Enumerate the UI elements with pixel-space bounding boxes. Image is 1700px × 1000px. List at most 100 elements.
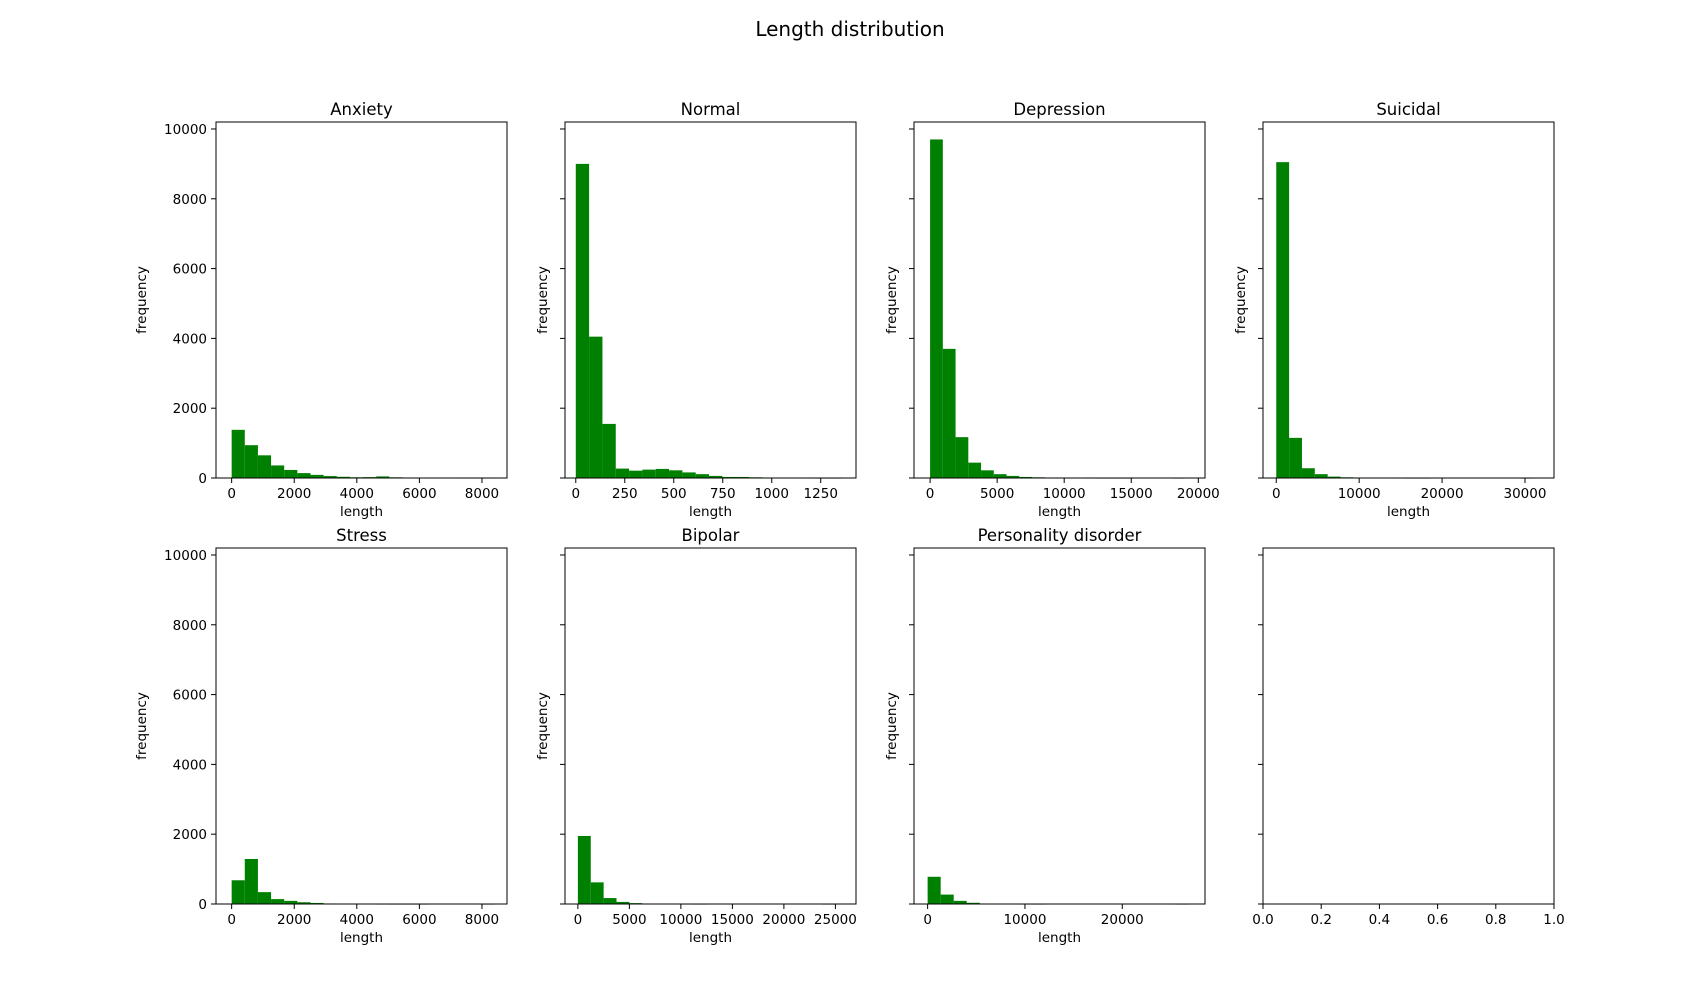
histogram-bar <box>244 858 258 904</box>
histogram-bar <box>735 476 750 478</box>
x-tick-label: 0.0 <box>1252 912 1273 928</box>
histogram-bar <box>930 139 943 478</box>
histogram-bar <box>257 455 272 478</box>
x-tick-label: 5000 <box>980 486 1014 502</box>
histogram-bar <box>993 474 1007 478</box>
panel-title: Stress <box>336 526 387 545</box>
histogram-bar <box>589 336 603 478</box>
panel-title: Personality disorder <box>978 526 1142 545</box>
histogram-bar <box>709 475 723 478</box>
y-axis-label: frequency <box>884 692 900 760</box>
y-tick-label: 2000 <box>173 401 207 417</box>
y-tick-label: 10000 <box>164 122 207 138</box>
x-tick-label: 4000 <box>340 912 374 928</box>
histogram-bar <box>695 474 710 478</box>
histogram-bar <box>284 469 298 478</box>
x-tick-label: 0 <box>227 912 236 928</box>
x-tick-label: 10000 <box>659 912 702 928</box>
histogram-bar <box>310 474 324 478</box>
histogram-bar <box>682 472 696 478</box>
y-tick-label: 4000 <box>173 331 207 347</box>
x-tick-label: 6000 <box>402 486 436 502</box>
y-axis-label: frequency <box>134 692 150 760</box>
axes-frame <box>215 547 508 905</box>
histogram-bar <box>629 470 643 478</box>
x-axis-label: length <box>1387 504 1430 520</box>
y-tick-label: 6000 <box>173 688 207 704</box>
y-axis-label: frequency <box>134 266 150 334</box>
histogram-bar <box>297 473 311 478</box>
x-tick-label: 1000 <box>755 486 789 502</box>
histogram-bar <box>271 465 285 478</box>
x-tick-label: 2000 <box>277 912 311 928</box>
histogram-bar <box>1314 474 1328 478</box>
x-tick-label: 750 <box>710 486 736 502</box>
histogram-bar <box>590 882 604 904</box>
x-axis-label: length <box>689 504 732 520</box>
histogram-bar <box>310 902 324 904</box>
panel-title: Bipolar <box>682 526 740 545</box>
histogram-bar <box>602 423 616 478</box>
x-tick-label: 20000 <box>1421 486 1464 502</box>
axes-frame <box>1262 547 1555 905</box>
histogram-bar <box>284 900 298 904</box>
panel-normal: 0 250 500 750 1000 1250 Normal length frequency <box>535 100 857 520</box>
x-axis-label: length <box>1038 930 1081 946</box>
y-axis-label: frequency <box>535 266 551 334</box>
histogram-bar <box>376 476 390 478</box>
panel-title: Normal <box>681 100 741 119</box>
x-axis-label: length <box>689 930 732 946</box>
x-tick-label: 1.0 <box>1543 912 1564 928</box>
panel-empty: 0.0 0.2 0.4 0.6 0.8 1.0 <box>1252 547 1565 928</box>
histogram-bar <box>323 476 337 478</box>
histogram-bar <box>642 469 656 478</box>
panel-anxiety: 0 2000 4000 6000 8000 0 2000 4000 6000 8000 10000 A… <box>134 100 508 520</box>
histogram-bar <box>603 898 617 904</box>
histogram-bar <box>669 470 683 478</box>
y-tick-label: 0 <box>198 897 207 913</box>
x-tick-label: 8000 <box>465 912 499 928</box>
y-tick-label: 8000 <box>173 192 207 208</box>
x-tick-label: 2000 <box>277 486 311 502</box>
x-tick-label: 0 <box>571 486 580 502</box>
panel-depression: 0 5000 10000 15000 20000 Depression length freq… <box>884 100 1220 520</box>
x-tick-label: 250 <box>612 486 638 502</box>
y-axis-label: frequency <box>1233 266 1249 334</box>
x-tick-label: 0 <box>923 912 932 928</box>
x-tick-label: 20000 <box>1177 486 1220 502</box>
x-axis-label: length <box>1038 504 1081 520</box>
y-tick-label: 8000 <box>173 618 207 634</box>
y-tick-label: 4000 <box>173 757 207 773</box>
x-tick-label: 4000 <box>340 486 374 502</box>
y-tick-label: 2000 <box>173 827 207 843</box>
histogram-bar <box>615 468 630 478</box>
x-tick-label: 20000 <box>1101 912 1144 928</box>
panel-bipolar: 0 5000 10000 15000 20000 25000 Bipolar length fr… <box>535 526 857 946</box>
x-tick-label: 5000 <box>612 912 646 928</box>
axes-frame <box>564 121 857 479</box>
histogram-bar <box>244 445 258 478</box>
x-tick-label: 8000 <box>465 486 499 502</box>
histogram-bar <box>968 462 982 478</box>
x-tick-label: 6000 <box>402 912 436 928</box>
x-tick-label: 0.6 <box>1427 912 1448 928</box>
axes-frame <box>913 547 1206 905</box>
axes-frame <box>1262 121 1555 479</box>
x-tick-label: 30000 <box>1504 486 1547 502</box>
axes-frame <box>564 547 857 905</box>
histogram-bar <box>942 348 956 478</box>
axes-frame <box>215 121 508 479</box>
histogram-bar <box>1019 476 1033 478</box>
x-tick-label: 10000 <box>1043 486 1086 502</box>
histogram-bar <box>955 437 969 478</box>
histogram-bar <box>577 835 591 904</box>
histogram-bar <box>940 894 954 904</box>
x-axis-label: length <box>340 504 383 520</box>
histogram-bar <box>927 876 941 904</box>
x-axis-label: length <box>340 930 383 946</box>
y-axis-label: frequency <box>535 692 551 760</box>
x-tick-label: 10000 <box>1003 912 1046 928</box>
figure-title: Length distribution <box>755 17 944 41</box>
y-axis-label: frequency <box>884 266 900 334</box>
